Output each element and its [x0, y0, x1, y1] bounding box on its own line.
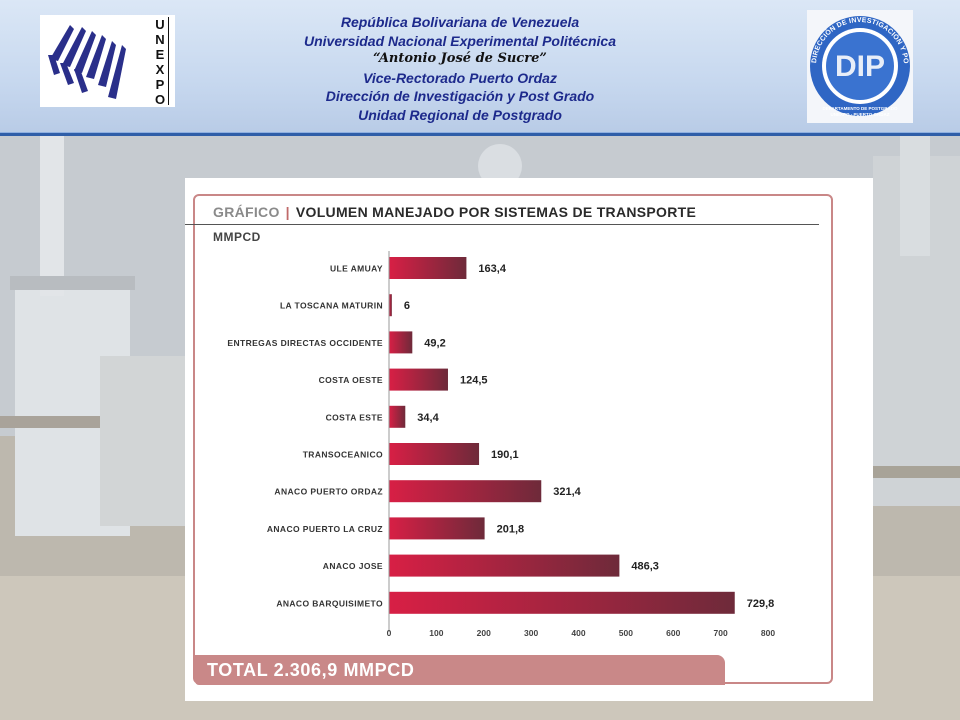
- bar: [389, 517, 485, 540]
- x-tick-label: 500: [619, 628, 633, 638]
- chart-panel: GRÁFICO | VOLUMEN MANEJADO POR SISTEMAS DE…: [185, 178, 873, 701]
- x-tick-label: 800: [761, 628, 775, 638]
- logo-letter: O: [154, 92, 166, 107]
- header-line-republic: República Bolivariana de Venezuela: [340, 14, 580, 30]
- total-banner: TOTAL 2.306,9 MMPCD: [195, 655, 725, 685]
- category-label: ANACO PUERTO ORDAZ: [274, 487, 383, 497]
- value-label: 163,4: [478, 263, 506, 275]
- unexpo-letters: U N E X P O: [153, 17, 167, 107]
- value-label: 729,8: [747, 598, 775, 610]
- value-label: 124,5: [460, 375, 488, 387]
- logo-divider: [168, 17, 169, 105]
- bar-chart: ULE AMUAY 163,4 LA TOSCANA MATURIN 6 ENTREGA…: [227, 251, 775, 638]
- dip-sub-dept: DEPARTAMENTO DE POSTGRADO: [822, 106, 898, 111]
- category-label: TRANSOCEANICO: [303, 450, 383, 460]
- x-tick-label: 200: [477, 628, 491, 638]
- logo-letter: P: [155, 77, 165, 92]
- x-tick-label: 0: [387, 628, 392, 638]
- category-label: ENTREGAS DIRECTAS OCCIDENTE: [227, 338, 383, 348]
- header-divider: [0, 132, 960, 137]
- value-label: 321,4: [553, 486, 581, 498]
- chart-tag: GRÁFICO: [213, 204, 280, 220]
- bar: [389, 368, 448, 391]
- value-label: 201,8: [497, 523, 525, 535]
- x-tick-label: 400: [571, 628, 585, 638]
- value-label: 486,3: [631, 561, 659, 573]
- value-label: 190,1: [491, 449, 519, 461]
- category-label: ULE AMUAY: [330, 264, 383, 274]
- bar: [389, 480, 542, 503]
- logo-letter: N: [155, 32, 165, 47]
- chart-heading: VOLUMEN MANEJADO POR SISTEMAS DE TRANSPO…: [295, 204, 697, 220]
- value-label: 49,2: [424, 337, 445, 349]
- bar: [389, 405, 406, 428]
- x-tick-label: 600: [666, 628, 680, 638]
- bar: [389, 443, 480, 465]
- category-label: ANACO JOSE: [323, 561, 383, 571]
- dip-seal-icon: DIRECCIÓN DE INVESTIGACIÓN Y POSTGRADO D…: [804, 5, 910, 117]
- bar: [389, 591, 735, 614]
- logo-letter: U: [155, 17, 165, 32]
- category-label: COSTA ESTE: [326, 412, 383, 422]
- title-rule: [185, 224, 819, 225]
- logo-letter: X: [155, 62, 165, 77]
- bar: [389, 257, 467, 279]
- header-line-sucre: “Antonio José de Sucre”: [373, 51, 547, 66]
- header-line-direccion: Dirección de Investigación y Post Grado: [325, 88, 595, 104]
- x-tick-label: 300: [524, 628, 538, 638]
- value-label: 6: [404, 300, 410, 312]
- category-label: COSTA OESTE: [319, 375, 383, 385]
- bar: [389, 294, 392, 317]
- category-label: LA TOSCANA MATURIN: [280, 301, 383, 311]
- chart-title-separator: |: [285, 204, 290, 220]
- dip-sub-campus: UNEXPO - PUERTO ORDAZ: [831, 112, 890, 117]
- x-tick-label: 700: [714, 628, 728, 638]
- chart-title: GRÁFICO | VOLUMEN MANEJADO POR SISTEMAS DE…: [213, 204, 696, 220]
- category-label: ANACO PUERTO LA CRUZ: [267, 524, 383, 534]
- category-label: ANACO BARQUISIMETO: [276, 598, 383, 608]
- value-label: 34,4: [417, 412, 439, 424]
- unexpo-emblem-icon: [48, 25, 126, 99]
- unit-label: MMPCD: [213, 230, 261, 244]
- bar: [389, 331, 413, 354]
- header-line-unidad: Unidad Regional de Postgrado: [358, 106, 562, 123]
- header-line-vicerectorado: Vice-Rectorado Puerto Ordaz: [363, 69, 557, 86]
- dip-logo: DIRECCIÓN DE INVESTIGACIÓN Y POSTGRADO D…: [804, 5, 913, 123]
- header-line-university: Universidad Nacional Experimental Polité…: [304, 32, 616, 49]
- x-tick-label: 100: [429, 628, 443, 638]
- logo-letter: E: [155, 47, 165, 62]
- unexpo-logo: U N E X P O: [40, 15, 175, 107]
- dip-mark: DIP: [835, 50, 885, 83]
- bar: [389, 554, 620, 577]
- total-text: TOTAL 2.306,9 MMPCD: [207, 660, 415, 680]
- institution-heading: República Bolivariana de Venezuela Unive…: [200, 13, 720, 124]
